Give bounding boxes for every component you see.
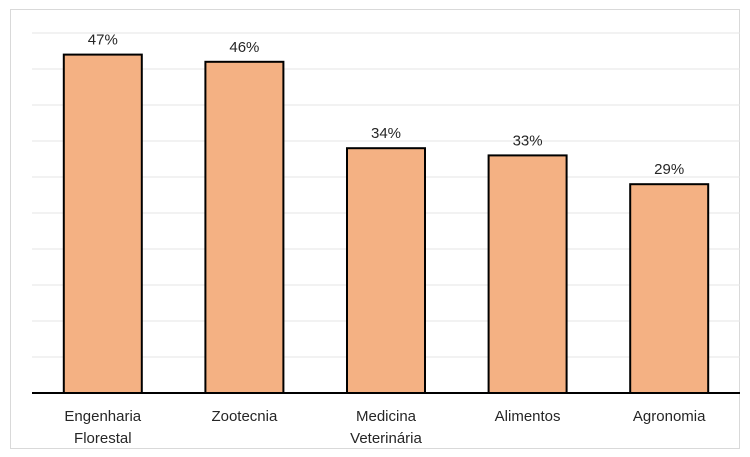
x-tick-label-line: Alimentos	[495, 408, 561, 425]
bar	[487, 154, 568, 394]
x-tick-label-line: Veterinária	[350, 430, 422, 447]
bar	[204, 60, 285, 395]
x-tick-label-line: Florestal	[74, 430, 132, 447]
x-tick-label: Engenharia Florestal	[64, 408, 141, 447]
bar-data-label: 33%	[513, 132, 543, 149]
bar-data-label: 46%	[229, 39, 259, 56]
x-tick-label-line: Agronomia	[633, 408, 706, 425]
bar	[62, 53, 143, 394]
bar-data-label: 29%	[654, 161, 684, 178]
bar	[629, 183, 710, 394]
x-tick-label-line: Zootecnia	[211, 408, 278, 425]
bar	[346, 147, 426, 394]
x-tick-labels: Engenharia Florestal Zootecnia Medicina Vete…	[64, 408, 706, 447]
x-tick-label-line: Engenharia	[64, 408, 141, 425]
bar-data-label: 47%	[88, 32, 118, 49]
bar-data-label: 34%	[371, 125, 401, 142]
x-tick-label: Zootecnia	[211, 408, 278, 425]
x-tick-label: Agronomia	[633, 408, 706, 425]
data-labels: 47% 46% 34% 33% 29%	[88, 32, 684, 179]
gridlines	[32, 32, 740, 358]
x-tick-label: Alimentos	[495, 408, 561, 425]
x-tick-label: Medicina Veterinária	[350, 408, 422, 447]
x-tick-label-line: Medicina	[356, 408, 417, 425]
